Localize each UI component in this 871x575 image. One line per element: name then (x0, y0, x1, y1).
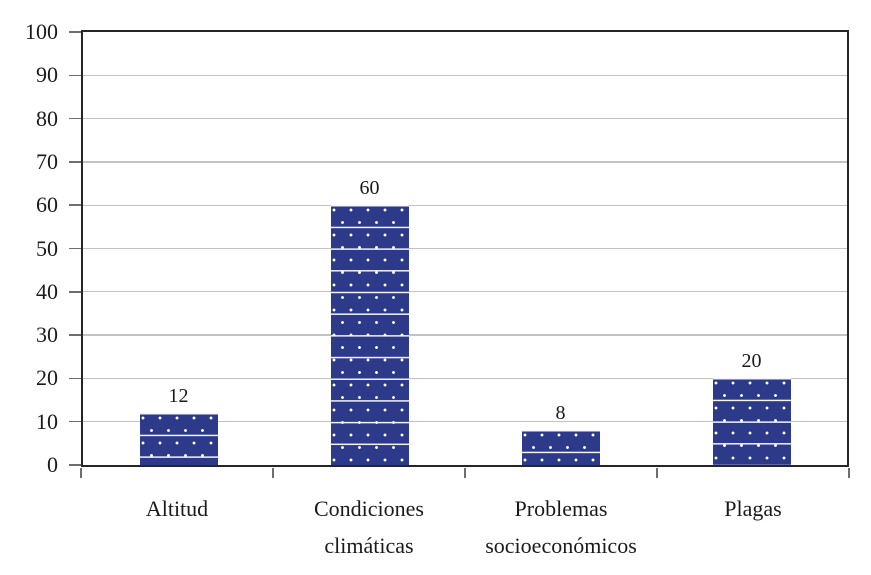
x-axis-tick-mark-4 (848, 468, 850, 478)
gridline-20 (83, 377, 847, 380)
bar-value-label-4: 20 (741, 350, 762, 373)
category-label-4: Plagas (724, 496, 782, 521)
gridline-50 (83, 247, 847, 250)
y-axis-tick-mark-40 (69, 291, 81, 293)
y-axis-tick-mark-50 (69, 247, 81, 250)
plot-area: 12 60 8 20 (81, 30, 849, 467)
bar-1 (139, 413, 218, 465)
y-axis-tick-mark-70 (69, 161, 81, 163)
y-axis-tick-mark-10 (69, 420, 81, 423)
y-axis-tick-mark-100 (69, 31, 81, 33)
y-axis-tick-label-10: 10 (36, 408, 58, 434)
gridline-10 (83, 421, 847, 423)
bar-2 (330, 205, 409, 465)
category-label-2: Condiciones climáticas (314, 496, 424, 558)
gridline-30 (83, 334, 847, 336)
x-axis-tick-mark-1 (272, 468, 274, 478)
y-axis-tick-mark-90 (69, 74, 81, 77)
y-axis-tick-mark-60 (69, 204, 81, 206)
y-axis-tick-label-40: 40 (36, 278, 58, 304)
bar-value-label-2: 60 (359, 177, 380, 200)
y-axis-tick-label-60: 60 (36, 192, 58, 218)
y-axis-tick-label-50: 50 (36, 235, 58, 261)
gridline-60 (83, 204, 847, 206)
y-axis-tick-mark-30 (69, 334, 81, 336)
x-axis-tick-mark-2 (464, 468, 466, 478)
y-axis-tick-mark-80 (69, 117, 81, 120)
x-axis-category-labels: Altitud Condiciones climáticas Problemas s… (81, 490, 849, 564)
y-axis-tick-label-100: 100 (25, 19, 58, 44)
gridline-80 (83, 117, 847, 120)
bar-3 (521, 430, 600, 465)
y-axis-tick-label-90: 90 (36, 62, 58, 88)
gridline-40 (83, 291, 847, 293)
y-axis-tick-label-80: 80 (36, 105, 58, 131)
x-axis-tick-mark-0 (80, 468, 82, 478)
category-label-3: Problemas socioeconómicos (485, 496, 637, 558)
bar-value-label-3: 8 (555, 402, 566, 425)
y-axis-tick-mark-0 (69, 464, 81, 466)
gridline-70 (83, 161, 847, 163)
y-axis-tick-label-0: 0 (47, 452, 58, 477)
y-axis-tick-label-70: 70 (36, 148, 58, 174)
y-axis-tick-label-20: 20 (36, 365, 58, 391)
y-axis-tick-label-30: 30 (36, 322, 58, 348)
x-axis-tick-mark-3 (656, 468, 658, 478)
category-label-1: Altitud (145, 496, 209, 521)
gridline-90 (83, 74, 847, 76)
y-axis-tick-mark-20 (69, 377, 81, 380)
bar-value-label-1: 12 (168, 385, 189, 408)
bar-4 (712, 378, 791, 465)
